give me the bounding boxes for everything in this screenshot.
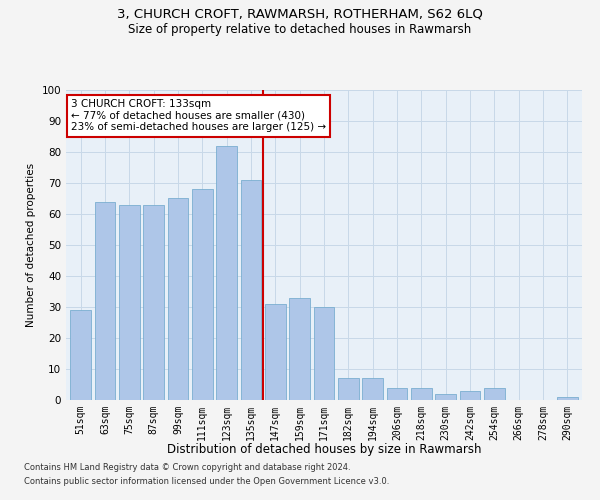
Bar [95, 202, 115, 400]
Bar [192, 189, 212, 400]
Bar [216, 146, 237, 400]
Text: Distribution of detached houses by size in Rawmarsh: Distribution of detached houses by size … [167, 442, 481, 456]
Text: Contains public sector information licensed under the Open Government Licence v3: Contains public sector information licen… [24, 477, 389, 486]
Bar [484, 388, 505, 400]
Bar [557, 397, 578, 400]
Bar [265, 304, 286, 400]
Bar [386, 388, 407, 400]
Bar [241, 180, 262, 400]
Bar [314, 307, 334, 400]
Bar [167, 198, 188, 400]
Bar [436, 394, 456, 400]
Text: 3, CHURCH CROFT, RAWMARSH, ROTHERHAM, S62 6LQ: 3, CHURCH CROFT, RAWMARSH, ROTHERHAM, S6… [117, 8, 483, 20]
Bar [289, 298, 310, 400]
Bar [362, 378, 383, 400]
Text: Size of property relative to detached houses in Rawmarsh: Size of property relative to detached ho… [128, 22, 472, 36]
Bar [119, 204, 140, 400]
Bar [338, 378, 359, 400]
Bar [70, 310, 91, 400]
Text: 3 CHURCH CROFT: 133sqm
← 77% of detached houses are smaller (430)
23% of semi-de: 3 CHURCH CROFT: 133sqm ← 77% of detached… [71, 100, 326, 132]
Bar [460, 390, 481, 400]
Text: Contains HM Land Registry data © Crown copyright and database right 2024.: Contains HM Land Registry data © Crown c… [24, 464, 350, 472]
Bar [143, 204, 164, 400]
Bar [411, 388, 432, 400]
Y-axis label: Number of detached properties: Number of detached properties [26, 163, 36, 327]
